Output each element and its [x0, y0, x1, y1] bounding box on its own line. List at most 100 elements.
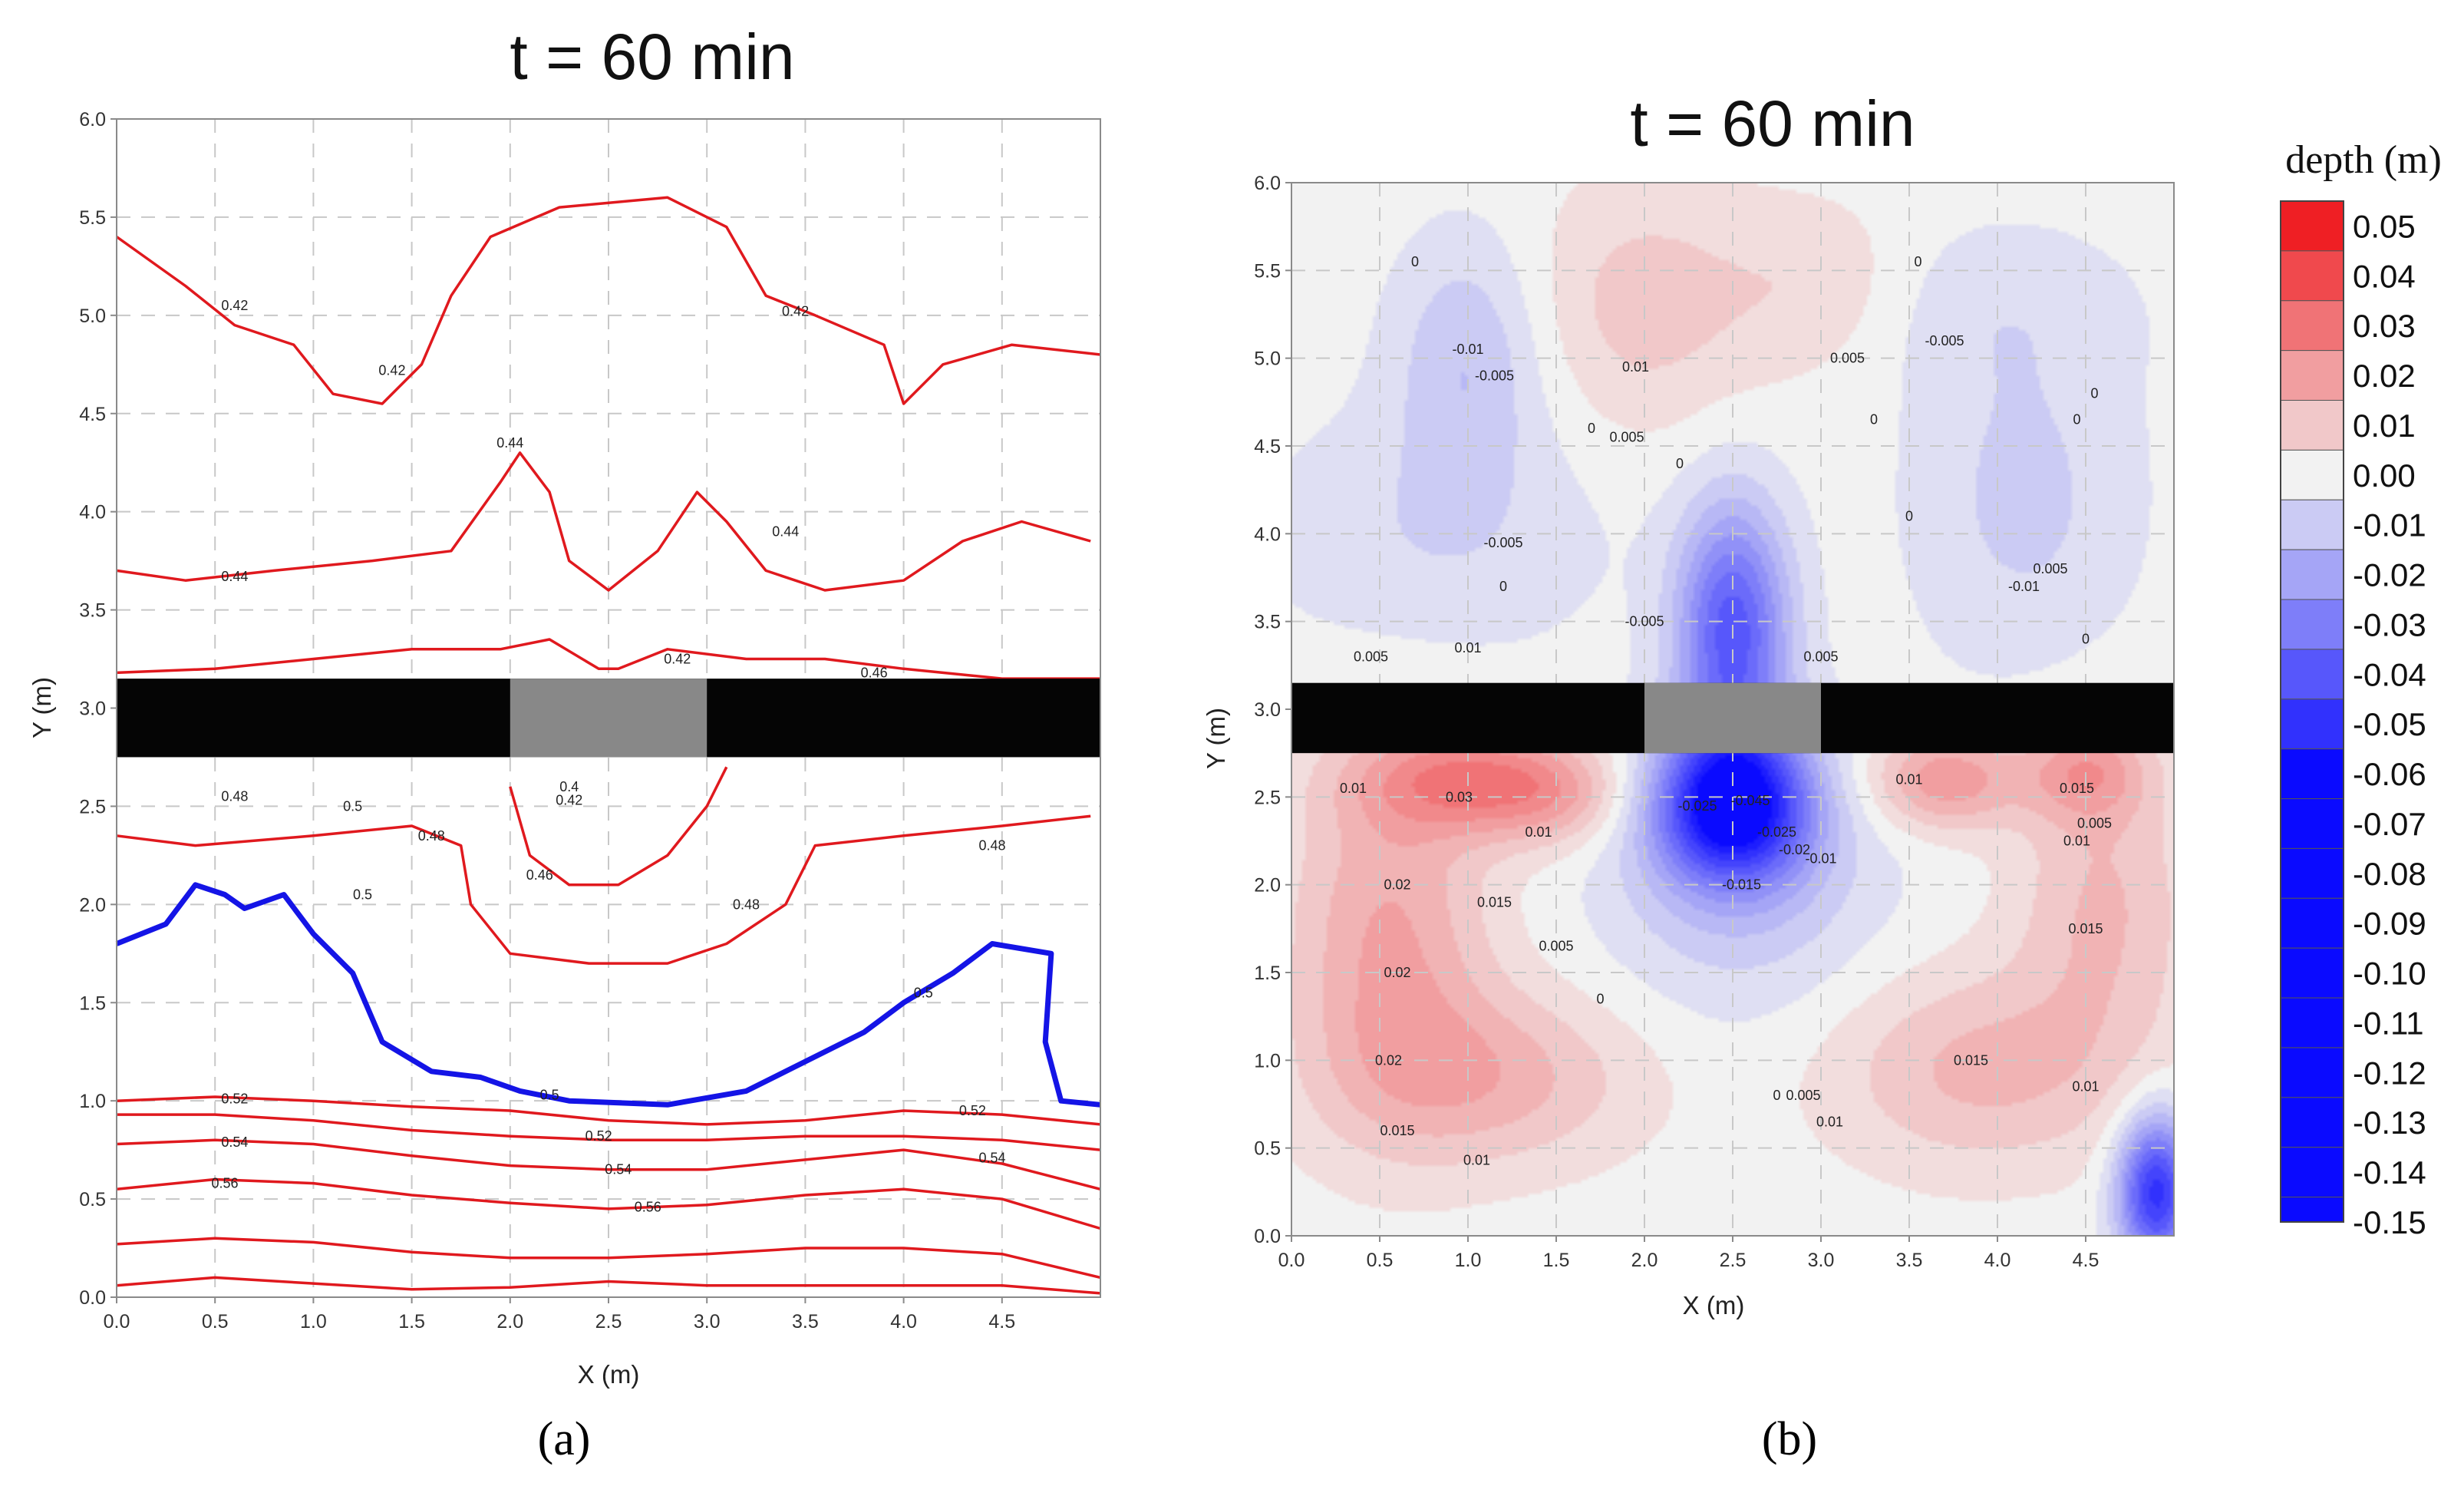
panel-a-contour-chart: t = 60 min 0.420.420.420.440.440.440.420… — [28, 21, 1101, 1465]
colorbar-tick-label: -0.11 — [2353, 1005, 2424, 1041]
colorbar-swatch — [2280, 1147, 2344, 1198]
panel-a-contour-line — [509, 766, 728, 887]
panel-b-contour-label: -0.015 — [1722, 877, 1761, 893]
panel-a-y-tick-label: 2.5 — [79, 796, 106, 817]
panel-a-grid — [117, 119, 1100, 1297]
panel-b-contour-label: 0.015 — [1380, 1123, 1414, 1138]
panel-b-x-ticks: 0.0 0.5 1.0 1.5 2.0 2.5 3.0 3.5 4.0 4.5 — [1278, 1236, 2099, 1271]
panel-a-contour-line — [117, 1113, 1101, 1151]
panel-b-structure-opening — [1644, 682, 1821, 754]
panel-b-contour-label: 0 — [2073, 412, 2080, 428]
colorbar: depth (m) 0.05 0.04 0.03 0.02 0.01 0.00 -0.01 -… — [2280, 138, 2442, 1240]
colorbar-swatch — [2280, 549, 2344, 600]
panel-b-contour-label: 0.005 — [1539, 939, 1573, 954]
panel-b-y-tick-label: 1.5 — [1254, 963, 1281, 984]
colorbar-swatch — [2280, 1047, 2344, 1098]
panel-b-contour-label: 0.005 — [2077, 816, 2112, 831]
colorbar-tick-label: -0.14 — [2353, 1154, 2426, 1191]
panel-a-contour-line — [116, 814, 1091, 965]
panel-a-x-tick-label: 2.5 — [595, 1311, 622, 1333]
panel-a-contour-label: 0.52 — [585, 1128, 612, 1144]
colorbar-swatch — [2280, 649, 2344, 700]
panel-b-contour-label: 0.01 — [1525, 824, 1552, 840]
panel-a-contour-line — [116, 1237, 1101, 1280]
panel-a-y-tick-label: 6.0 — [79, 109, 106, 130]
colorbar-tick-label: -0.10 — [2353, 956, 2426, 992]
panel-b-contour-label: 0.02 — [1375, 1052, 1402, 1068]
panel-b-contour-label: -0.01 — [2008, 579, 2040, 594]
panel-b-label: (b) — [1762, 1413, 1817, 1465]
panel-a-contour-label: 0.48 — [221, 789, 248, 804]
panel-a-x-axis-label: X (m) — [578, 1360, 640, 1389]
panel-b-contour-label: 0.01 — [1454, 640, 1481, 656]
panel-b-contour-label: 0.01 — [1463, 1153, 1490, 1168]
colorbar-tick-label: -0.07 — [2353, 806, 2426, 842]
panel-b-contour-label: 0.02 — [1384, 877, 1410, 893]
colorbar-tick-label: -0.13 — [2353, 1105, 2426, 1141]
panel-b-y-tick-label: 4.5 — [1254, 436, 1281, 457]
panel-a-y-ticks: 0.0 0.5 1.0 1.5 2.0 2.5 3.0 3.5 4.0 4.5 5.0 5.5 6.0 — [79, 109, 117, 1309]
colorbar-swatch — [2280, 200, 2344, 252]
panel-b-contour-label: -0.025 — [1677, 798, 1717, 814]
panel-b-contour-label: 0.03 — [1446, 789, 1473, 804]
colorbar-swatch — [2280, 599, 2344, 650]
panel-b-x-tick-label: 2.5 — [1720, 1250, 1747, 1271]
panel-b-contour-label: -0.005 — [1925, 333, 1964, 348]
panel-b-x-tick-label: 3.5 — [1896, 1250, 1923, 1271]
colorbar-swatch — [2280, 1097, 2344, 1148]
panel-a-x-tick-label: 1.0 — [300, 1311, 327, 1333]
panel-a-contour-label: 0.5 — [540, 1087, 559, 1102]
panel-b-y-tick-label: 0.5 — [1254, 1138, 1281, 1160]
panel-b-contour-label: 0 — [1905, 508, 1913, 523]
panel-a-contour-label: 0.54 — [221, 1134, 248, 1150]
panel-b-structure — [1291, 682, 2174, 754]
panel-b-contour-label: 0.02 — [1384, 965, 1410, 980]
panel-b-x-tick-label: 2.0 — [1631, 1250, 1658, 1271]
panel-b-y-tick-label: 5.5 — [1254, 260, 1281, 282]
panel-b-y-tick-label: 3.5 — [1254, 612, 1281, 633]
panel-a-x-tick-label: 2.0 — [496, 1311, 523, 1333]
colorbar-tick-label: 0.00 — [2353, 457, 2416, 494]
panel-b-y-tick-label: 6.0 — [1254, 173, 1281, 194]
colorbar-tick-labels: 0.05 0.04 0.03 0.02 0.01 0.00 -0.01 -0.02 -0.03 -… — [2353, 208, 2426, 1240]
panel-b-y-tick-label: 2.0 — [1254, 875, 1281, 897]
panel-b-x-tick-label: 0.5 — [1367, 1250, 1394, 1271]
panel-b-contour-label: 0 — [1773, 1088, 1780, 1103]
panel-a-x-tick-label: 1.5 — [398, 1311, 425, 1333]
colorbar-tick-label: 0.02 — [2353, 358, 2416, 394]
panel-a-contour-label: 0.42 — [664, 652, 691, 667]
panel-a-contour-label: 0.42 — [782, 304, 809, 319]
panel-b-contour-label: 0.005 — [1609, 430, 1644, 445]
panel-a-contour-label: 0.54 — [605, 1162, 632, 1177]
panel-b-contour-label: -0.005 — [1625, 614, 1664, 629]
panel-b-contour-label: -0.005 — [1483, 535, 1522, 550]
panel-b-contour-label: 0.01 — [1340, 781, 1367, 796]
panel-b-x-tick-label: 0.0 — [1278, 1250, 1305, 1271]
panel-a-contour-label: 0.46 — [526, 867, 553, 883]
panel-a-contour-label: 0.56 — [211, 1176, 238, 1191]
colorbar-title: depth (m) — [2285, 138, 2442, 182]
panel-b-y-tick-label: 4.0 — [1254, 523, 1281, 545]
panel-a-structure — [117, 679, 1100, 758]
panel-b-contour-label: 0.005 — [1786, 1088, 1820, 1103]
panel-b-y-tick-label: 0.0 — [1254, 1226, 1281, 1247]
panel-b-contour-label: 0 — [2090, 385, 2098, 401]
panel-b-contour-label: 0.005 — [1803, 649, 1838, 664]
panel-a-contour-label: 0.44 — [221, 569, 248, 584]
colorbar-tick-label: -0.02 — [2353, 557, 2426, 593]
panel-b-x-axis-label: X (m) — [1683, 1291, 1745, 1319]
panel-b-y-tick-label: 2.5 — [1254, 787, 1281, 808]
panel-b-x-tick-label: 1.5 — [1543, 1250, 1570, 1271]
panel-a-y-tick-label: 0.5 — [79, 1189, 106, 1210]
panel-b-contour-label: 0.01 — [1816, 1114, 1843, 1129]
panel-b-contour-label: 0.005 — [2033, 561, 2067, 576]
colorbar-swatch — [2280, 748, 2344, 800]
panel-b-contour-label: -0.01 — [1452, 342, 1483, 357]
panel-a-contour-labels: 0.42 0.42 0.42 0.44 0.44 0.44 0.42 0.46 0.48 0.48… — [211, 298, 1005, 1214]
panel-a-contour-label: 0.44 — [496, 435, 523, 451]
colorbar-tick-label: -0.09 — [2353, 906, 2426, 942]
panel-b-y-ticks: 0.0 0.5 1.0 1.5 2.0 2.5 3.0 3.5 4.0 4.5 5.0 5.5 6.0 — [1254, 173, 1291, 1247]
panel-b-contour-label: -0.025 — [1757, 824, 1796, 840]
